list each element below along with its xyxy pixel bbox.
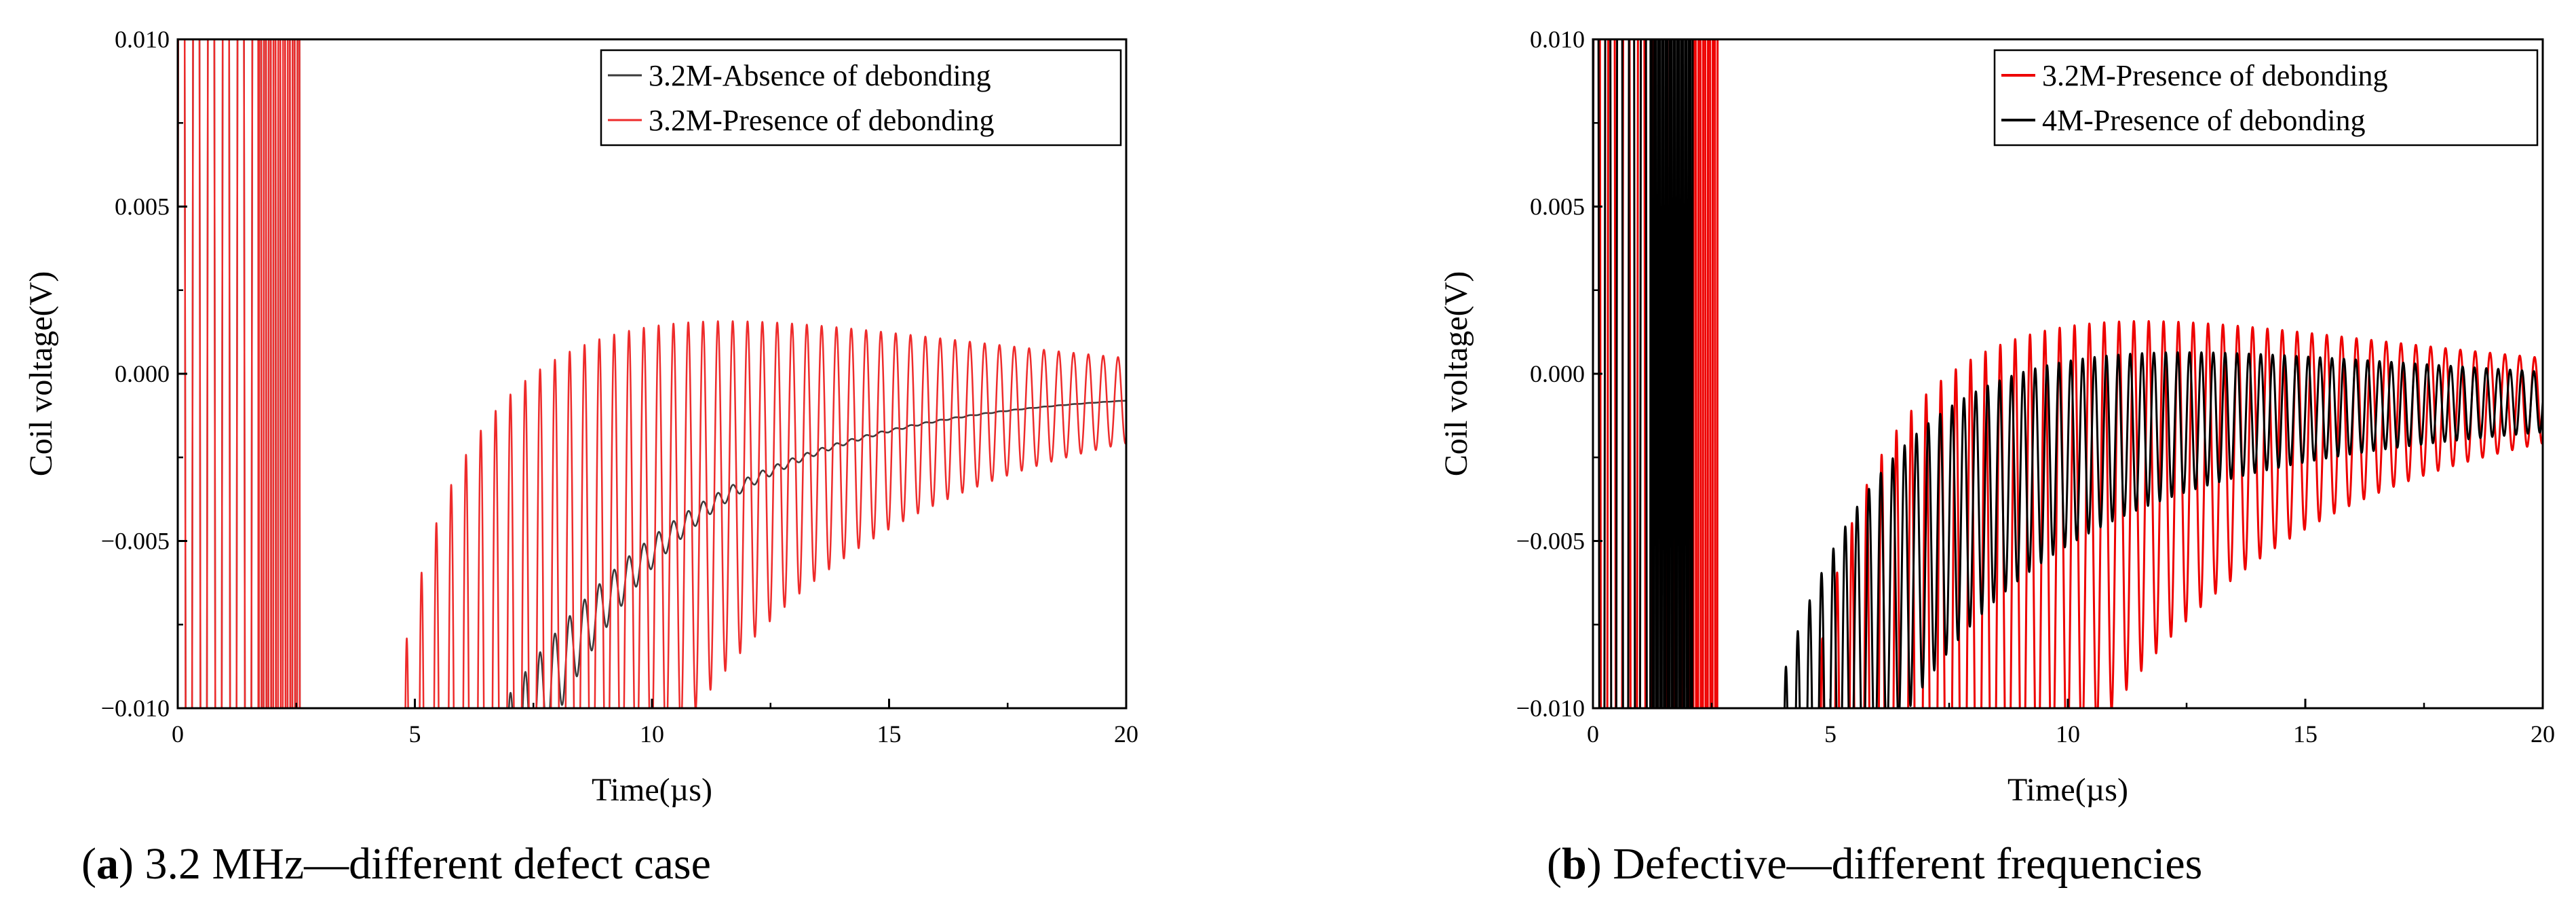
legend-b: 3.2M-Presence of debonding 4M-Presence o… (1993, 49, 2539, 147)
y-tick-label-b-4: 0.010 (1530, 26, 1585, 53)
legend-box-b (1993, 49, 2539, 147)
x-axis-title-a: Time(µs) (592, 772, 712, 808)
panel-b: 0 5 10 15 20 −0.010 −0.005 0.000 0.005 0.010 Time… (1438, 26, 2555, 889)
caption-b: (b) Defective—different frequencies (1547, 839, 2202, 889)
caption-text-b: Defective—different frequencies (1602, 839, 2203, 889)
x-tick-label-a-2: 10 (640, 720, 664, 748)
y-tick-label-a-4: 0.010 (115, 26, 170, 53)
x-tick-label-b-0: 0 (1587, 720, 1599, 748)
legend-label-a-0: 3.2M-Absence of debonding (649, 59, 991, 92)
legend-a: 3.2M-Absence of debonding 3.2M-Presence … (600, 49, 1122, 147)
legend-label-b-1: 4M-Presence of debonding (2042, 104, 2366, 137)
legend-label-b-0: 3.2M-Presence of debonding (2042, 59, 2388, 92)
caption-label-b: b (1562, 839, 1587, 889)
x-tick-label-b-4: 20 (2531, 720, 2555, 748)
y-tick-label-b-2: 0.000 (1530, 360, 1585, 387)
y-tick-label-a-3: 0.005 (115, 193, 170, 220)
x-tick-label-a-4: 20 (1114, 720, 1138, 748)
y-tick-label-a-0: −0.010 (101, 695, 170, 722)
x-tick-label-b-1: 5 (1824, 720, 1837, 748)
y-axis-title-b: Coil voltage(V) (1438, 271, 1474, 477)
legend-label-a-1: 3.2M-Presence of debonding (649, 104, 995, 137)
ticks-b: 0 5 10 15 20 −0.010 −0.005 0.000 0.005 0.010 (1516, 26, 2555, 748)
x-tick-label-a-0: 0 (172, 720, 184, 748)
x-tick-label-a-3: 15 (877, 720, 902, 748)
y-axis-title-a: Coil voltage(V) (23, 271, 59, 477)
y-tick-label-a-2: 0.000 (115, 360, 170, 387)
y-tick-label-b-0: −0.010 (1516, 695, 1585, 722)
panel-a: 0 5 10 15 20 −0.010 −0.005 0.000 0.005 0.010 Time… (23, 26, 1138, 889)
series-line-a-1 (178, 39, 1126, 708)
y-tick-label-a-1: −0.005 (101, 528, 170, 555)
x-tick-label-b-2: 10 (2056, 720, 2080, 748)
x-tick-label-a-1: 5 (409, 720, 421, 748)
caption-text-a: 3.2 MHz—different defect case (134, 839, 711, 889)
x-axis-title-b: Time(µs) (2007, 772, 2128, 808)
series-line-b-1 (1593, 39, 2543, 708)
x-tick-label-b-3: 15 (2293, 720, 2318, 748)
legend-box-a (600, 49, 1122, 147)
caption-a: (a) 3.2 MHz—different defect case (81, 839, 711, 889)
series-group-a (178, 39, 1126, 708)
y-tick-label-b-1: −0.005 (1516, 528, 1585, 555)
series-group-b (1593, 39, 2543, 708)
y-tick-label-b-3: 0.005 (1530, 193, 1585, 220)
caption-label-a: a (96, 839, 119, 889)
ticks-a: 0 5 10 15 20 −0.010 −0.005 0.000 0.005 0.010 (101, 26, 1138, 748)
